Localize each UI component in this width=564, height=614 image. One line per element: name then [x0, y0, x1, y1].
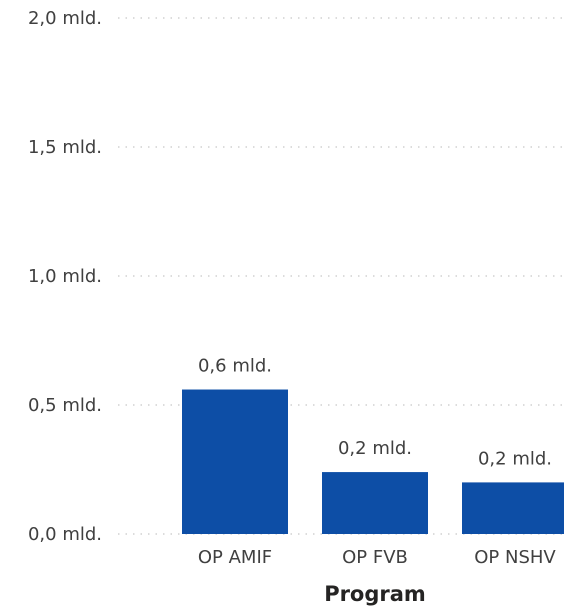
x-category-label: OP FVB [342, 547, 408, 568]
y-tick-label: 2,0 mld. [28, 8, 102, 29]
y-tick-label: 0,5 mld. [28, 395, 102, 416]
x-axis-category-labels: OP AMIF OP FVB OP NSHV [198, 547, 557, 568]
y-tick-label: 1,5 mld. [28, 137, 102, 158]
x-category-label: OP NSHV [474, 547, 556, 568]
data-labels: 0,6 mld. 0,2 mld. 0,2 mld. [198, 356, 552, 470]
bars [182, 389, 564, 534]
data-label: 0,2 mld. [338, 438, 412, 459]
x-axis-title: Program [324, 582, 426, 606]
bar[interactable] [462, 482, 564, 534]
data-label: 0,2 mld. [478, 448, 552, 469]
data-label: 0,6 mld. [198, 356, 272, 377]
y-tick-label: 1,0 mld. [28, 266, 102, 287]
bar[interactable] [182, 389, 288, 534]
y-axis-tick-labels: 0,0 mld. 0,5 mld. 1,0 mld. 1,5 mld. 2,0 mld. [28, 8, 102, 545]
y-tick-label: 0,0 mld. [28, 524, 102, 545]
x-category-label: OP AMIF [198, 547, 272, 568]
bar[interactable] [322, 472, 428, 534]
